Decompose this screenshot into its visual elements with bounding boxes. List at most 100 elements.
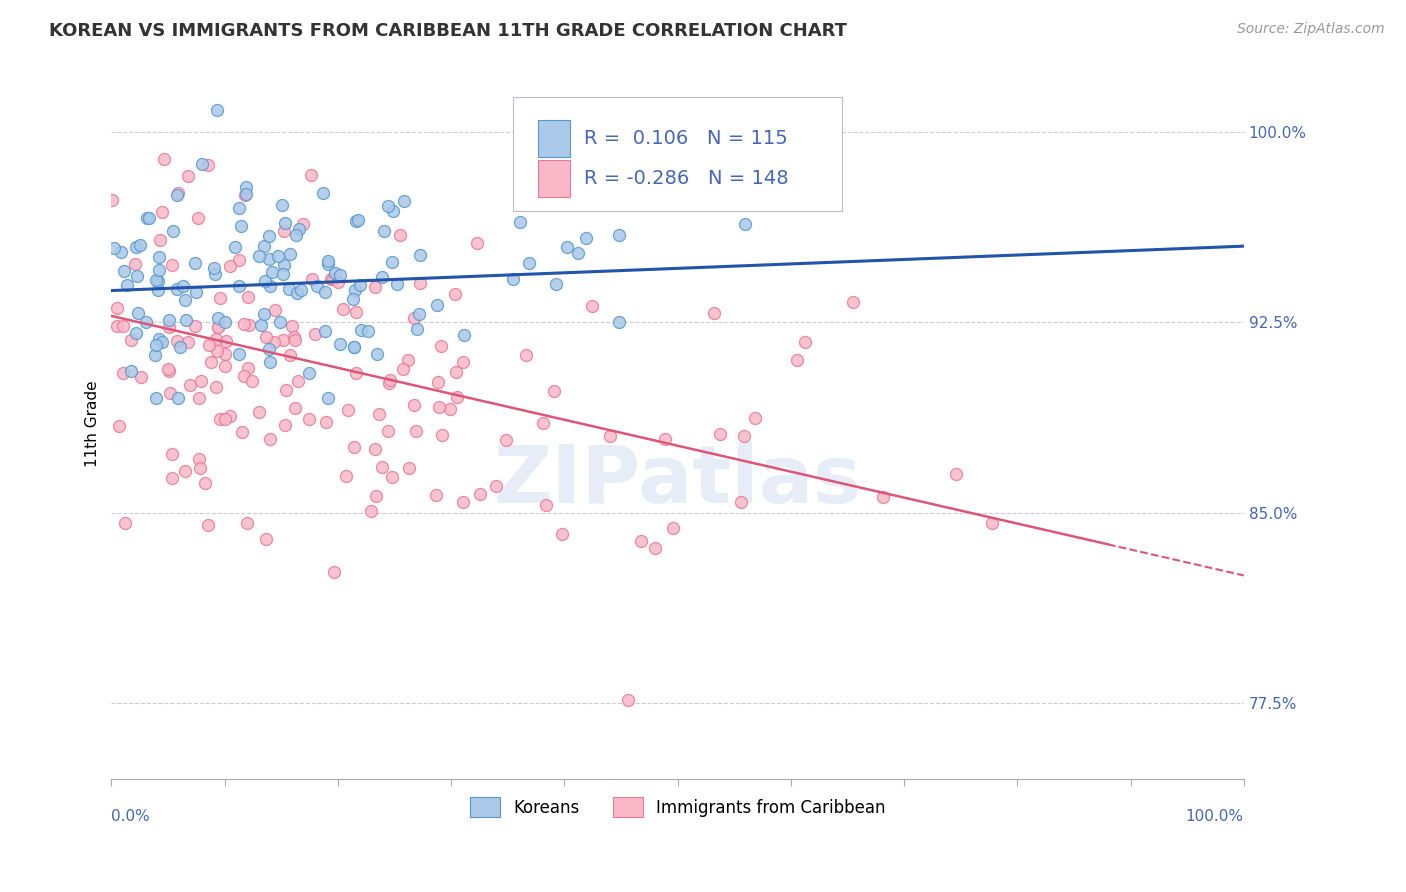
Point — [173, 293, 195, 307]
Point — [162, 224, 184, 238]
Point — [145, 272, 167, 286]
Point — [446, 365, 468, 379]
Point — [214, 315, 236, 329]
Point — [150, 205, 173, 219]
Point — [344, 367, 367, 381]
Point — [551, 526, 574, 541]
Point — [567, 246, 589, 260]
Point — [271, 198, 294, 212]
Point — [204, 333, 226, 347]
Point — [160, 258, 183, 272]
Point — [269, 316, 291, 330]
Point — [509, 215, 531, 229]
Point — [744, 411, 766, 425]
Point — [733, 428, 755, 442]
Point — [342, 292, 364, 306]
Point — [734, 217, 756, 231]
Point — [219, 259, 242, 273]
Legend: Koreans, Immigrants from Caribbean: Koreans, Immigrants from Caribbean — [463, 790, 893, 824]
Point — [166, 282, 188, 296]
Point — [157, 362, 180, 376]
Point — [101, 193, 124, 207]
Point — [108, 418, 131, 433]
Point — [197, 518, 219, 533]
Point — [298, 366, 321, 380]
Point — [209, 411, 232, 425]
Point — [198, 337, 221, 351]
Point — [177, 169, 200, 183]
Point — [228, 202, 250, 216]
Point — [247, 405, 270, 419]
Point — [288, 222, 311, 236]
Point — [304, 327, 326, 342]
Point — [980, 516, 1002, 531]
Point — [160, 471, 183, 485]
Point — [617, 693, 640, 707]
Point — [531, 417, 554, 431]
Point — [575, 231, 598, 245]
Point — [534, 498, 557, 512]
Point — [793, 334, 815, 349]
Point — [581, 299, 603, 313]
Point — [299, 168, 322, 182]
Point — [228, 278, 250, 293]
Point — [662, 520, 685, 534]
Point — [398, 461, 420, 475]
Point — [235, 180, 257, 194]
Point — [236, 516, 259, 530]
Point — [125, 240, 148, 254]
Point — [207, 320, 229, 334]
Point — [125, 326, 148, 340]
Point — [432, 427, 454, 442]
Point — [271, 268, 294, 282]
Point — [157, 364, 180, 378]
Point — [214, 347, 236, 361]
Point — [709, 427, 731, 442]
Point — [190, 374, 212, 388]
Point — [396, 352, 419, 367]
Point — [271, 333, 294, 347]
Point — [224, 240, 246, 254]
Point — [238, 318, 260, 333]
Point — [184, 285, 207, 300]
Point — [402, 311, 425, 326]
Point — [135, 211, 157, 226]
Point — [127, 268, 149, 283]
Point — [167, 392, 190, 406]
Point — [254, 330, 277, 344]
Point — [284, 228, 307, 243]
Y-axis label: 11th Grade: 11th Grade — [86, 381, 100, 467]
Point — [129, 237, 152, 252]
Point — [453, 327, 475, 342]
Point — [408, 307, 430, 321]
Point — [197, 158, 219, 172]
Point — [291, 217, 314, 231]
Point — [328, 276, 350, 290]
Point — [343, 340, 366, 354]
Point — [169, 340, 191, 354]
Point — [430, 339, 453, 353]
Point — [404, 398, 426, 412]
Point — [259, 432, 281, 446]
Point — [378, 373, 401, 387]
Point — [166, 188, 188, 202]
Point — [166, 334, 188, 348]
Point — [630, 534, 652, 549]
Point — [174, 313, 197, 327]
Point — [322, 565, 344, 579]
Point — [377, 376, 399, 391]
Text: 100.0%: 100.0% — [1185, 810, 1244, 824]
Bar — [538, 120, 569, 157]
Point — [344, 305, 367, 319]
Point — [200, 355, 222, 369]
Point — [273, 258, 295, 272]
Point — [546, 277, 568, 291]
Text: 0.0%: 0.0% — [111, 810, 150, 824]
Point — [364, 280, 387, 294]
Point — [377, 199, 399, 213]
Point — [263, 334, 285, 349]
Point — [332, 302, 354, 317]
Point — [259, 278, 281, 293]
Point — [242, 374, 264, 388]
Point — [111, 319, 134, 334]
